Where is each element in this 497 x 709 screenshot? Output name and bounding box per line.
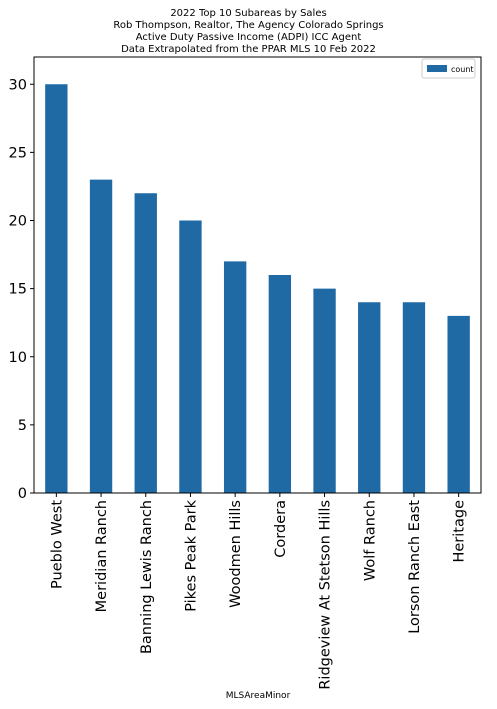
chart-legend: count [421, 58, 476, 79]
bar-cordera [268, 275, 292, 493]
chart-title: 2022 Top 10 Subareas by Sales Rob Thomps… [0, 8, 497, 56]
y-tick-label-10: 10 [9, 350, 27, 366]
x-tick-label-cordera: Cordera [273, 500, 289, 558]
x-tick-label-pueblo-west: Pueblo West [49, 500, 65, 589]
x-tick-label-meridian-ranch: Meridian Ranch [94, 500, 110, 612]
bar-pikes-peak-park [179, 220, 202, 493]
y-tick-label-0: 0 [18, 486, 27, 502]
chart-title-line-4: Data Extrapolated from the PPAR MLS 10 F… [121, 44, 376, 55]
bar-banning-lewis-ranch [134, 193, 157, 493]
y-tick-label-5: 5 [18, 418, 27, 434]
bar-wolf-ranch [358, 302, 381, 493]
x-tick-label-wolf-ranch: Wolf Ranch [362, 500, 378, 581]
x-tick-label-ridgeview-at-stetson-hills: Ridgeview At Stetson Hills [318, 500, 334, 690]
bar-pueblo-west [45, 84, 68, 493]
y-tick-label-20: 20 [9, 214, 27, 230]
chart-title-line-3: Active Duty Passive Income (ADPI) ICC Ag… [135, 32, 362, 43]
bar-heritage [447, 315, 470, 494]
axes-layer [33, 56, 482, 494]
bar-ridgeview-at-stetson-hills [313, 288, 336, 494]
x-axis-label: MLSAreaMinor [226, 691, 291, 701]
plot-frame [33, 56, 482, 494]
chart-title-line-1: 2022 Top 10 Subareas by Sales [170, 8, 327, 19]
bars-layer [45, 84, 470, 494]
bar-woodmen-hills [223, 261, 247, 494]
x-tick-label-banning-lewis-ranch: Banning Lewis Ranch [139, 500, 155, 654]
x-axis-ticks: Pueblo West Meridian Ranch Banning Lewis R… [49, 493, 468, 690]
bar-meridian-ranch [89, 179, 113, 494]
legend-frame [421, 58, 476, 79]
x-tick-label-woodmen-hills: Woodmen Hills [228, 500, 244, 608]
y-tick-label-30: 30 [9, 77, 27, 93]
legend-swatch-count [427, 65, 447, 72]
legend-label-count: count [451, 65, 474, 74]
x-tick-label-pikes-peak-park: Pikes Peak Park [183, 499, 199, 611]
y-axis-ticks: 0 5 10 15 20 25 30 [9, 77, 34, 502]
bar-lorson-ranch-east [402, 302, 426, 493]
y-tick-label-15: 15 [9, 282, 27, 298]
chart-title-line-2: Rob Thompson, Realtor, The Agency Colora… [113, 20, 384, 31]
x-tick-label-lorson-ranch-east: Lorson Ranch East [407, 500, 423, 634]
x-tick-label-heritage: Heritage [452, 500, 468, 563]
y-tick-label-25: 25 [9, 145, 27, 161]
